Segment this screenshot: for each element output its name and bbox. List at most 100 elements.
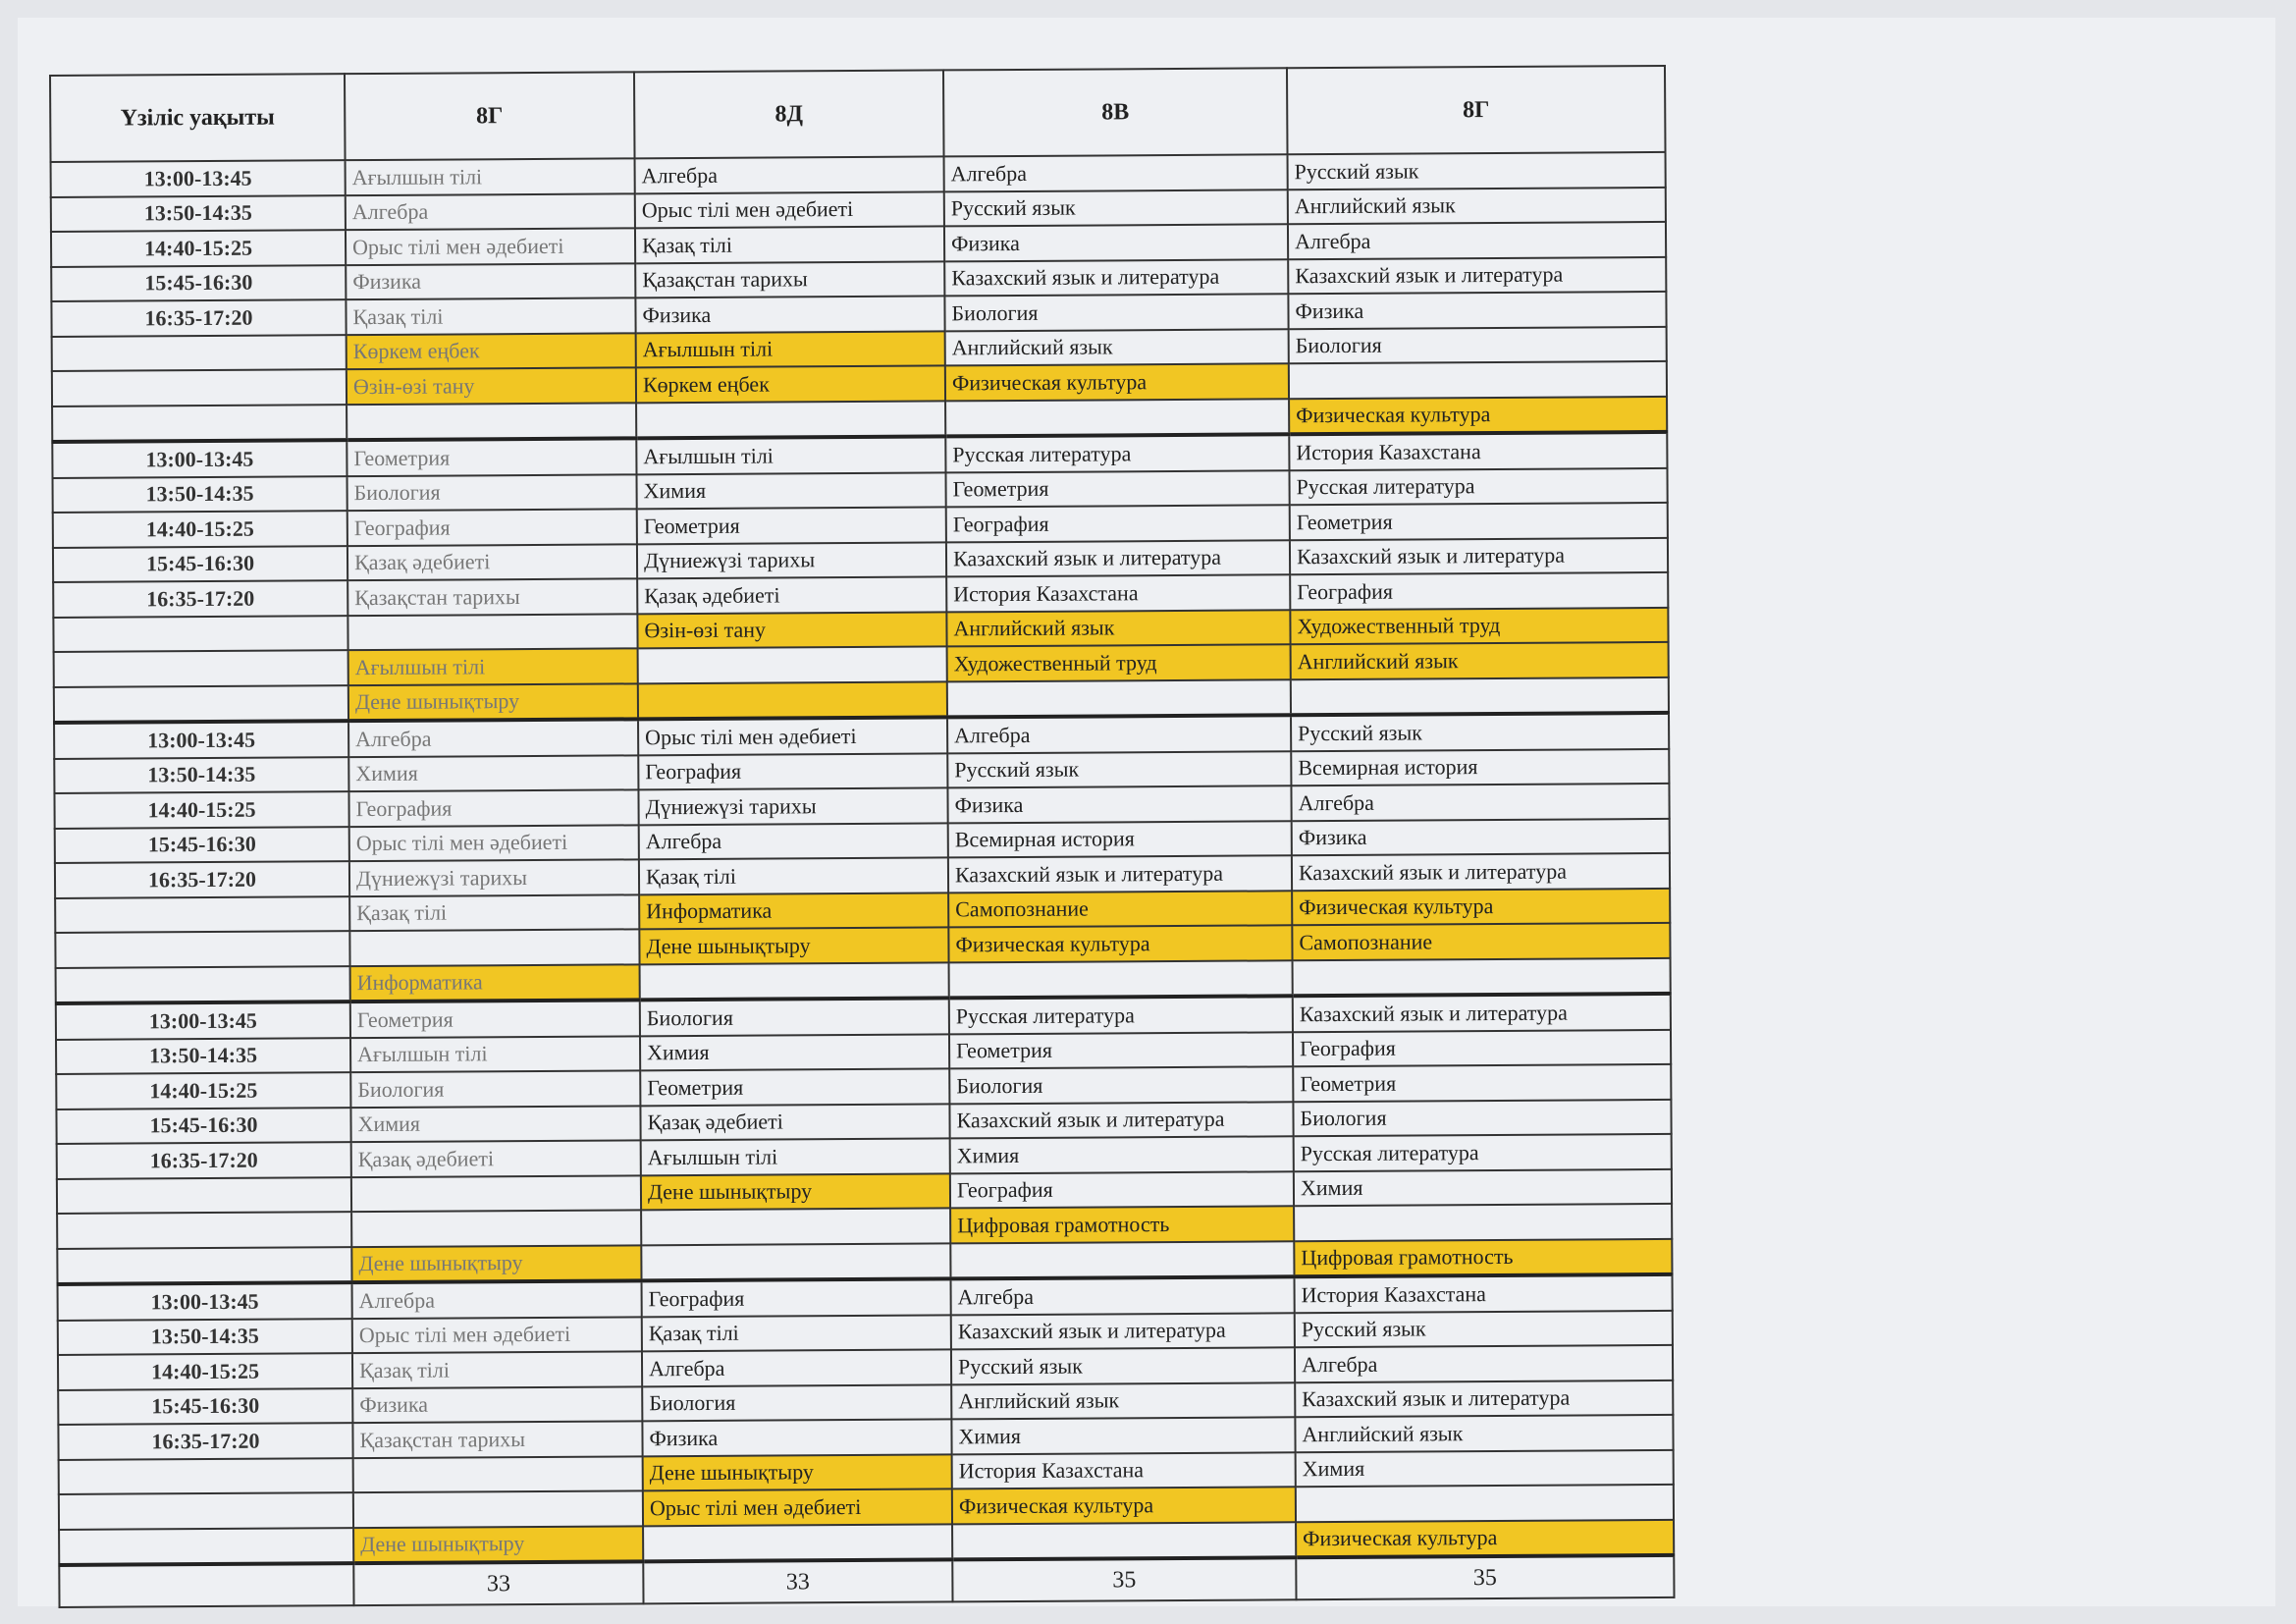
subject-cell: Орыс тілі мен әдебиеті [345,228,636,265]
subject-cell: Самопознание [948,890,1293,928]
subject-cell: Геометрия [347,438,637,476]
subject-cell: География [1292,1029,1672,1067]
subject-cell: Биология [350,1070,641,1108]
subject-cell: Алгебра [943,154,1288,191]
time-cell: 13:50-14:35 [56,1037,351,1074]
subject-cell: Химия [348,754,639,792]
header-row: Үзіліс уақыты 8Г 8Д 8В 8Г [50,65,1666,162]
subject-cell: Казахский язык и литература [949,1101,1294,1139]
time-cell: 16:35-17:20 [56,1142,351,1179]
subject-cell: Алгебра [641,1349,952,1386]
subject-cell: География [945,505,1290,542]
subject-cell [347,402,637,441]
subject-cell: Биология [944,294,1289,331]
header-break-time: Үзіліс уақыты [50,74,346,162]
subject-cell: Художественный труд [1290,607,1669,645]
time-cell: 15:45-16:30 [56,1107,351,1144]
subject-cell: Ағылшын тілі [347,648,638,685]
subject-cell: Художественный труд [946,644,1291,681]
time-cell [53,615,348,652]
time-cell [58,1457,353,1494]
subject-cell [352,1455,643,1493]
subject-cell: Английский язык [951,1381,1296,1420]
time-cell: 15:45-16:30 [52,545,348,582]
subject-cell: Биология [642,1383,952,1422]
total-cell: 35 [1296,1554,1675,1600]
subject-cell: Геометрия [1293,1063,1672,1102]
subject-cell: Казахский язык и литература [1289,537,1669,575]
subject-cell: Геометрия [1289,502,1668,540]
subject-cell: Ағылшын тілі [349,1035,641,1073]
time-cell [55,895,350,933]
subject-cell: Русский язык [1294,1310,1673,1348]
subject-cell: Алгебра [1291,783,1670,821]
subject-cell: Физика [1291,818,1670,856]
subject-cell: История Казахстана [951,1451,1296,1489]
subject-cell: Ағылшын тілі [345,158,635,195]
subject-cell: Өзін-өзі тану [346,367,637,405]
header-class: 8Д [633,70,944,159]
subject-cell: Көркем еңбек [346,332,636,370]
subject-cell: Биология [1288,326,1667,364]
total-cell: 33 [353,1561,644,1606]
subject-cell: Химия [1295,1449,1674,1488]
subject-cell: Дене шынықтыру [642,1453,952,1491]
subject-cell [352,1490,644,1528]
subject-cell: География [949,1170,1295,1209]
subject-cell: Қазақ тілі [641,1314,951,1352]
subject-cell: Физика [947,785,1292,823]
time-cell: 13:00-13:45 [57,1282,352,1321]
subject-cell [351,1210,642,1247]
time-cell [53,650,348,687]
subject-cell: Русский язык [947,750,1292,788]
subject-cell: География [1290,571,1669,610]
subject-cell: Қазақстан тарихы [347,578,638,616]
time-cell: 13:00-13:45 [55,1001,350,1040]
time-cell [56,1176,352,1214]
subject-cell: Казахский язык и литература [944,258,1289,297]
subject-cell: Казахский язык и литература [1288,256,1667,295]
subject-cell: Қазақ тілі [346,298,636,335]
subject-cell: Алгебра [947,715,1292,753]
subject-cell: Цифровая грамотность [1294,1238,1673,1277]
subject-cell: Көркем еңбек [635,365,946,403]
time-cell: 16:35-17:20 [53,580,348,618]
subject-cell: Алгебра [348,719,639,757]
subject-cell: Биология [347,473,637,512]
time-cell: 14:40-15:25 [57,1353,353,1390]
subject-cell: Орыс тілі мен әдебиеті [351,1316,642,1354]
schedule-body: 13:00-13:45 Ағылшын тілі Алгебра Алгебра Рус… [50,151,1675,1565]
subject-cell: Дене шынықтыру [351,1244,642,1283]
subject-cell: Физическая культура [1289,396,1668,435]
subject-cell: Физика [943,224,1289,261]
time-cell [55,931,350,968]
subject-cell: Биология [949,1066,1294,1104]
subject-cell: Русская литература [945,434,1290,472]
subject-cell [1295,1484,1675,1522]
time-cell [52,404,347,442]
subject-cell: Геометрия [948,1031,1294,1069]
subject-cell: Дене шынықтыру [640,1172,951,1211]
subject-cell: Английский язык [1295,1414,1674,1452]
subject-cell [637,680,948,720]
subject-cell: Дүниежүзі тарихы [636,541,947,579]
subject-cell: Всемирная история [1291,748,1670,786]
subject-cell: Қазақ әдебиеті [350,1140,641,1177]
subject-cell: Казахский язык и литература [1292,993,1671,1032]
subject-cell: Английский язык [944,328,1289,366]
time-cell [58,1492,354,1530]
subject-cell: География [641,1278,951,1317]
subject-cell: Физика [1288,291,1667,329]
time-cell: 13:00-13:45 [52,440,347,478]
subject-cell: География [347,509,637,546]
subject-cell [946,678,1292,718]
subject-cell: Қазақ әдебиеті [347,543,638,581]
subject-cell: Геометрия [945,469,1290,508]
subject-cell: Биология [1293,1099,1672,1137]
subject-cell: Химия [949,1136,1294,1173]
time-cell [57,1212,352,1249]
subject-cell: Самопознание [1292,922,1671,960]
subject-cell: Всемирная история [947,820,1292,858]
subject-cell: Английский язык [946,609,1291,647]
subject-cell: Физика [635,296,945,333]
